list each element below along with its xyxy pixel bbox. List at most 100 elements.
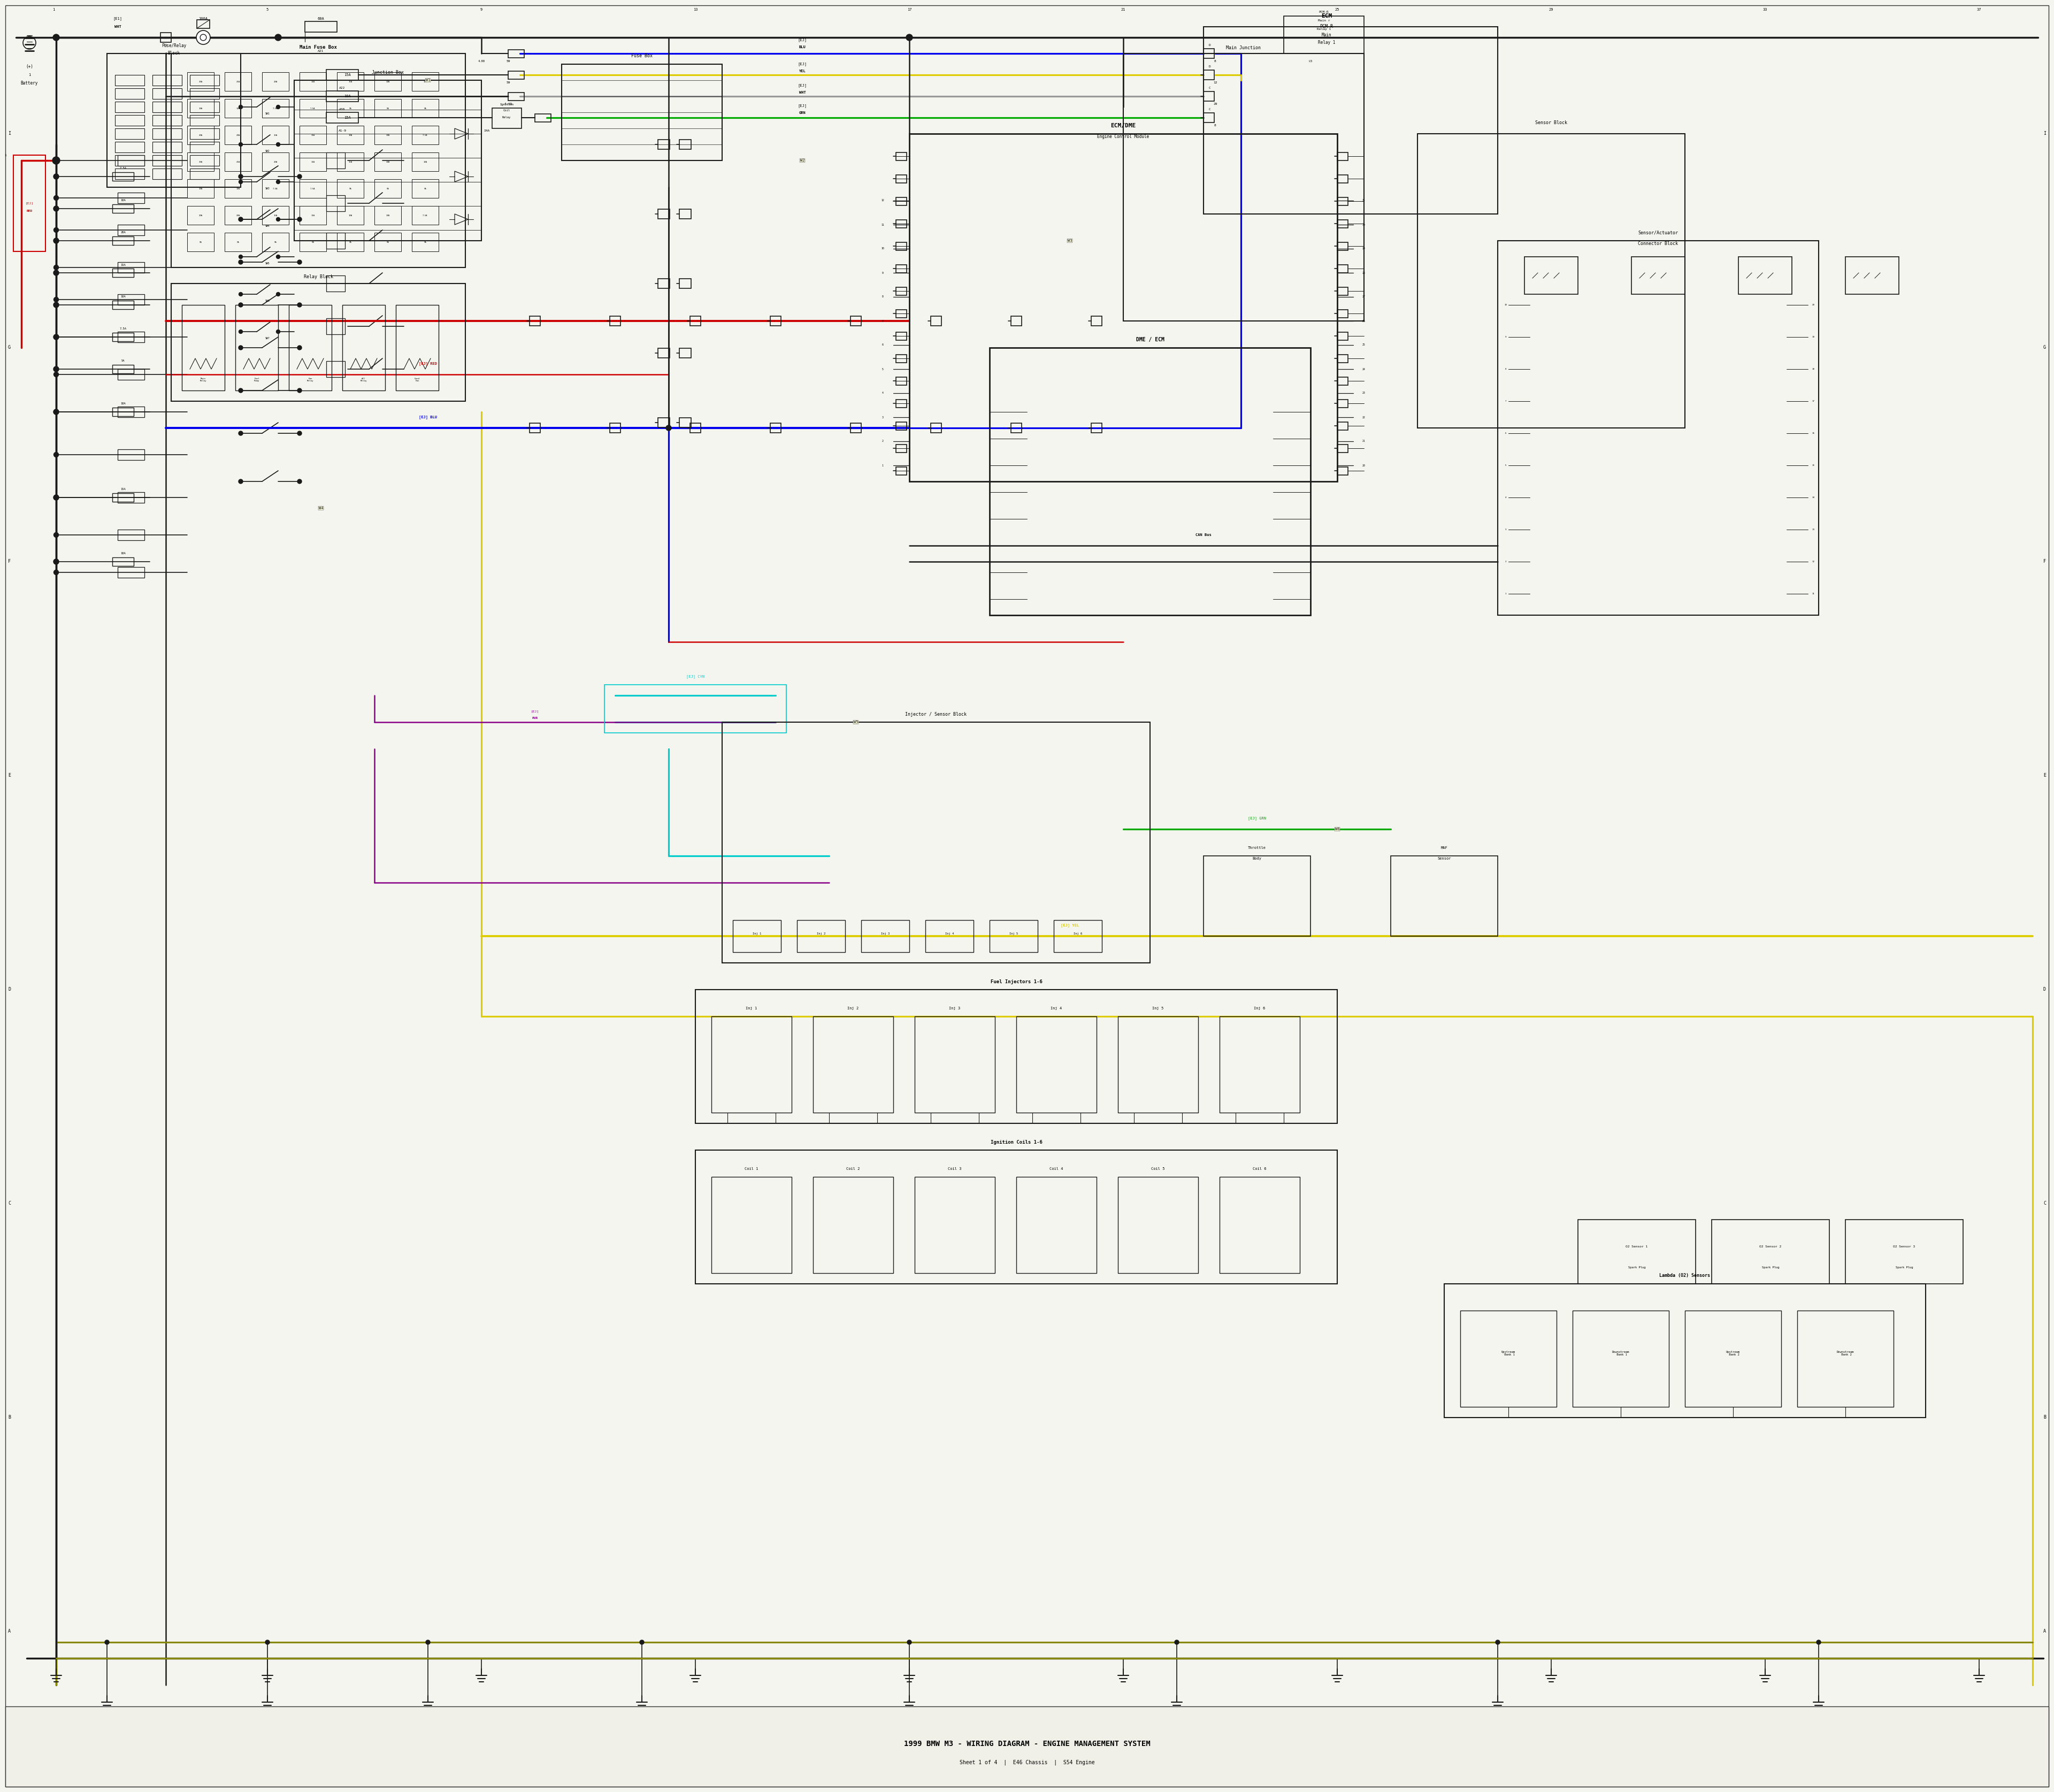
Text: PUR: PUR [532, 717, 538, 720]
Circle shape [277, 143, 279, 147]
Text: 10A: 10A [386, 134, 390, 136]
Text: PCM-R: PCM-R [1321, 25, 1333, 29]
Text: Sensor/Actuator: Sensor/Actuator [1639, 231, 1678, 235]
Circle shape [298, 260, 302, 263]
Text: 5A: 5A [423, 108, 427, 109]
Circle shape [53, 297, 60, 303]
Circle shape [53, 303, 60, 308]
Circle shape [238, 106, 242, 109]
Text: Inj 1: Inj 1 [746, 1007, 758, 1011]
Circle shape [53, 228, 60, 233]
Text: 5A: 5A [121, 360, 125, 362]
Circle shape [53, 265, 60, 271]
Text: Coil 3: Coil 3 [949, 1167, 961, 1170]
Text: 20A: 20A [236, 134, 240, 136]
Text: 10A: 10A [199, 188, 203, 190]
Text: [E1]: [E1] [113, 16, 123, 20]
Text: I4A: I4A [485, 129, 489, 133]
Text: [EJ] YEL: [EJ] YEL [1060, 923, 1078, 926]
Text: 30A: 30A [199, 161, 203, 163]
Text: Throttle: Throttle [1249, 846, 1265, 849]
Text: 20A: 20A [121, 231, 125, 235]
Text: Inj 4: Inj 4 [945, 932, 953, 935]
Circle shape [425, 1640, 429, 1645]
Text: 4.88: 4.88 [479, 61, 485, 63]
Text: CAN Bus: CAN Bus [1195, 534, 1212, 536]
Text: Relay 1: Relay 1 [1317, 29, 1331, 30]
Text: W3: W3 [1068, 238, 1072, 242]
Text: C: C [2044, 1201, 2046, 1206]
Text: 20A: 20A [273, 161, 277, 163]
Text: 12: 12 [881, 199, 883, 202]
Text: 19: 19 [1812, 335, 1814, 339]
Text: [EJ]: [EJ] [797, 104, 807, 108]
Text: 15A: 15A [121, 263, 125, 267]
Circle shape [53, 570, 60, 575]
Text: O2 Sensor 2: O2 Sensor 2 [1760, 1245, 1781, 1247]
Text: Fuse/Relay: Fuse/Relay [162, 43, 187, 48]
Text: E: E [2044, 772, 2046, 778]
Text: Fuel Injectors 1-6: Fuel Injectors 1-6 [990, 978, 1041, 984]
Text: 10A: 10A [386, 215, 390, 217]
Text: Coil 5: Coil 5 [1150, 1167, 1165, 1170]
Text: 100A: 100A [199, 18, 207, 20]
Text: A: A [2044, 1629, 2046, 1634]
Circle shape [238, 432, 242, 435]
Text: Body: Body [1253, 857, 1261, 860]
Text: 5A: 5A [312, 240, 314, 244]
Circle shape [277, 254, 279, 258]
Circle shape [238, 254, 242, 258]
Text: 10A: 10A [121, 296, 125, 297]
Text: 15A: 15A [273, 215, 277, 217]
Text: A1-9: A1-9 [339, 129, 347, 133]
Text: 12: 12 [1214, 82, 1218, 84]
Text: 15A: 15A [273, 134, 277, 136]
Circle shape [1175, 1640, 1179, 1645]
Text: 23: 23 [1362, 392, 1366, 394]
Text: 5A: 5A [423, 188, 427, 190]
Text: Fuel
Pump: Fuel Pump [255, 378, 259, 382]
Text: Ignition: Ignition [499, 102, 514, 106]
Circle shape [53, 34, 60, 41]
Text: Sheet 1 of 4  |  E46 Chassis  |  S54 Engine: Sheet 1 of 4 | E46 Chassis | S54 Engine [959, 1760, 1095, 1765]
Circle shape [906, 34, 912, 41]
Text: 5A: 5A [199, 240, 201, 244]
Text: PCM-R: PCM-R [1319, 11, 1329, 13]
Circle shape [53, 532, 60, 538]
Text: 10A: 10A [386, 161, 390, 163]
Text: 30: 30 [1362, 224, 1366, 226]
Text: [EJ]: [EJ] [530, 710, 538, 713]
Text: 1: 1 [51, 7, 55, 11]
Circle shape [298, 478, 302, 484]
Text: [EJ] RED: [EJ] RED [419, 362, 438, 366]
Text: YEL: YEL [799, 70, 805, 73]
Text: 25A: 25A [236, 161, 240, 163]
Text: 37: 37 [1976, 7, 1982, 11]
Text: E: E [8, 772, 10, 778]
Text: Junction Box: Junction Box [372, 70, 405, 75]
Text: 15A: 15A [349, 81, 353, 82]
Circle shape [277, 217, 279, 220]
Text: L5: L5 [1308, 61, 1313, 63]
Text: SW3: SW3 [265, 186, 269, 190]
Text: A21: A21 [318, 50, 325, 52]
Text: 59: 59 [505, 61, 509, 63]
Text: 7.5A: 7.5A [119, 328, 127, 330]
Circle shape [277, 106, 279, 109]
Circle shape [53, 271, 60, 276]
Text: 15A: 15A [345, 116, 351, 120]
Text: 59: 59 [505, 82, 509, 84]
Text: 14: 14 [1812, 496, 1814, 498]
Text: 26: 26 [1362, 319, 1366, 323]
Text: [EJ]: [EJ] [797, 84, 807, 88]
Text: Spark Plug: Spark Plug [1896, 1267, 1912, 1269]
FancyBboxPatch shape [6, 1706, 2048, 1787]
Text: A22: A22 [339, 88, 345, 90]
Text: 1999 BMW M3 - WIRING DIAGRAM - ENGINE MANAGEMENT SYSTEM: 1999 BMW M3 - WIRING DIAGRAM - ENGINE MA… [904, 1740, 1150, 1747]
Circle shape [298, 346, 302, 349]
Text: Main
Relay: Main Relay [199, 378, 207, 382]
Circle shape [53, 495, 60, 500]
Text: 5A: 5A [386, 188, 388, 190]
Circle shape [105, 1640, 109, 1645]
Text: 33: 33 [1762, 7, 1766, 11]
